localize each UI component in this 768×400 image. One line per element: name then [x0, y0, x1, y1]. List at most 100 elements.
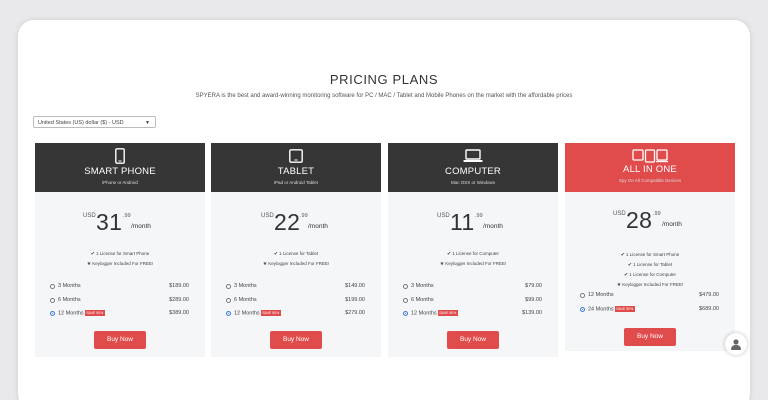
radio-button[interactable]: [580, 293, 585, 298]
option-price: $199.00: [345, 296, 365, 303]
plan-subtitle: iPad or Android Tablet: [274, 180, 318, 185]
price-period: /month: [483, 223, 503, 230]
laptop-icon: [388, 147, 558, 165]
duration-option[interactable]: 6 Months $199.00: [226, 297, 365, 311]
option-label: 12 Months SAVE 50%: [234, 310, 281, 317]
duration-option[interactable]: 6 Months $289.00: [50, 297, 189, 311]
buy-now-button[interactable]: Buy Now: [94, 331, 146, 349]
currency-select[interactable]: United States (US) dollar ($) - USD ▼: [33, 116, 156, 128]
price-amount: 22: [274, 209, 301, 235]
price-cents: .99: [475, 213, 483, 219]
check-icon: ✔: [620, 252, 625, 258]
plan-name: SMART PHONE: [84, 166, 156, 177]
option-price: $279.00: [345, 310, 365, 316]
check-icon: ✔: [90, 251, 95, 257]
feature-list: ✔1 License for Tablet ★Keylogger Include…: [211, 249, 381, 269]
plan-card-tablet: TABLET iPad or Android Tablet USD 22 .99…: [211, 143, 381, 357]
smartphone-icon: [35, 147, 205, 165]
check-icon: ✔: [627, 262, 633, 268]
price-amount: 11: [450, 209, 475, 235]
radio-button[interactable]: [226, 297, 231, 303]
star-icon: ★: [439, 261, 445, 267]
option-price: $389.00: [169, 310, 189, 316]
duration-option[interactable]: 3 Months $79.00: [403, 283, 542, 297]
radio-button[interactable]: [403, 311, 408, 316]
duration-option[interactable]: 6 Months $99.00: [403, 297, 542, 311]
duration-option[interactable]: 12 Months SAVE 50% $279.00: [226, 310, 365, 324]
price-amount: 31: [96, 209, 123, 235]
save-badge: SAVE 50%: [614, 305, 635, 312]
option-price: $689.00: [699, 305, 719, 312]
radio-button[interactable]: [50, 297, 55, 303]
option-label: 3 Months: [58, 283, 81, 289]
price-currency: USD: [83, 213, 96, 219]
radio-button[interactable]: [50, 311, 55, 316]
check-icon: ✔: [273, 251, 279, 257]
duration-option[interactable]: 24 Months SAVE 50% $689.00: [580, 305, 719, 320]
plan-price: USD 11 .99 /month: [388, 209, 558, 235]
check-icon: ✔: [624, 272, 629, 278]
duration-option[interactable]: 12 Months SAVE 50% $139.00: [403, 310, 542, 324]
option-price: $149.00: [345, 283, 365, 289]
feature-item: ✔1 License for Tablet: [627, 262, 673, 268]
price-cents: .99: [653, 211, 661, 217]
price-cents: .99: [300, 213, 308, 219]
feature-item: ✔1 License for Computer: [447, 251, 499, 257]
option-label: 6 Months: [58, 296, 81, 303]
option-price: $189.00: [169, 283, 189, 289]
feature-item: ★Keylogger Included For FREE!: [616, 282, 684, 288]
chat-widget[interactable]: [725, 333, 747, 355]
save-badge: SAVE 50%: [260, 310, 281, 316]
star-icon: ★: [86, 261, 92, 267]
plan-card-all-in-one: ALL IN ONE Spy On All Compatible Devices…: [565, 143, 735, 351]
option-label: 3 Months: [234, 283, 257, 289]
plan-name: ALL IN ONE: [623, 164, 677, 175]
radio-button[interactable]: [580, 306, 585, 312]
duration-option[interactable]: 3 Months $149.00: [226, 283, 365, 297]
tablet-icon: [211, 147, 381, 165]
save-badge: SAVE 50%: [437, 310, 458, 316]
radio-button[interactable]: [226, 284, 231, 289]
option-price: $139.00: [522, 310, 542, 316]
radio-button[interactable]: [226, 311, 231, 316]
page-title: PRICING PLANS: [329, 72, 439, 87]
currency-select-value: United States (US) dollar ($) - USD: [38, 119, 124, 126]
plan-header: TABLET iPad or Android Tablet: [211, 143, 381, 192]
radio-button[interactable]: [403, 284, 408, 289]
plan-name: TABLET: [277, 166, 315, 177]
buy-now-button[interactable]: Buy Now: [624, 328, 676, 346]
option-price: $79.00: [525, 283, 542, 289]
plan-subtitle: iPhone or Android: [102, 180, 138, 185]
plan-header: ALL IN ONE Spy On All Compatible Devices: [565, 143, 735, 192]
star-icon: ★: [616, 282, 622, 288]
user-chat-icon: [731, 339, 741, 350]
duration-option[interactable]: 3 Months $189.00: [50, 283, 189, 297]
option-label: 12 Months SAVE 50%: [58, 310, 105, 317]
duration-option[interactable]: 12 Months SAVE 50% $389.00: [50, 310, 189, 324]
feature-item: ✔1 License for Smart Phone: [620, 252, 680, 258]
price-currency: USD: [613, 211, 626, 217]
price-period: /month: [131, 223, 151, 230]
feature-list: ✔1 License for Smart Phone ✔1 License fo…: [565, 250, 735, 290]
option-label: 12 Months SAVE 50%: [411, 310, 458, 317]
plan-card-smart-phone: SMART PHONE iPhone or Android USD 31 .99…: [35, 143, 205, 357]
buy-now-button[interactable]: Buy Now: [447, 331, 499, 349]
feature-item: ★Keylogger Included For FREE!: [86, 261, 154, 267]
option-label: 24 Months SAVE 50%: [588, 305, 635, 312]
plan-price: USD 28 .99 /month: [565, 207, 735, 233]
duration-options: 3 Months $79.00 6 Months $99.00 12 Month…: [403, 283, 542, 324]
buy-now-button[interactable]: Buy Now: [270, 331, 322, 349]
feature-item: ✔1 License for Smart Phone: [90, 251, 150, 257]
price-currency: USD: [437, 213, 450, 219]
save-badge: SAVE 50%: [84, 310, 105, 316]
price-period: /month: [308, 223, 328, 230]
option-label: 6 Months: [411, 296, 434, 303]
feature-item: ★Keylogger Included For FREE!: [262, 261, 330, 267]
star-icon: ★: [262, 261, 268, 267]
feature-item: ✔1 License for Computer: [624, 272, 676, 278]
radio-button[interactable]: [50, 284, 55, 289]
all-devices-icon: [565, 147, 735, 165]
radio-button[interactable]: [403, 297, 408, 303]
option-price: $479.00: [699, 292, 719, 298]
duration-option[interactable]: 12 Months $479.00: [580, 292, 719, 306]
